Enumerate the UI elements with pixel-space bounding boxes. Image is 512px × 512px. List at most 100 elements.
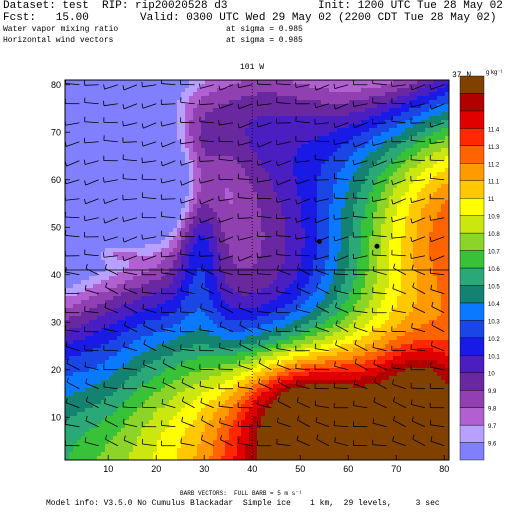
- field-cell: [101, 248, 106, 253]
- field-cell: [349, 200, 354, 205]
- field-cell: [221, 252, 226, 257]
- field-cell: [321, 272, 326, 277]
- field-cell: [177, 228, 182, 233]
- field-cell: [105, 148, 110, 153]
- field-cell: [317, 152, 322, 157]
- field-cell: [253, 120, 258, 125]
- field-cell: [253, 224, 258, 229]
- field-cell: [429, 88, 434, 93]
- field-cell: [281, 180, 286, 185]
- field-cell: [433, 200, 438, 205]
- field-cell: [369, 136, 374, 141]
- field-cell: [433, 96, 438, 101]
- field-cell: [133, 248, 138, 253]
- field-cell: [369, 104, 374, 109]
- field-cell: [241, 160, 246, 165]
- field-cell: [389, 240, 394, 245]
- field-cell: [289, 160, 294, 165]
- field-cell: [169, 88, 174, 93]
- field-cell: [137, 156, 142, 161]
- field-cell: [213, 244, 218, 249]
- field-cell: [349, 216, 354, 221]
- field-cell: [225, 112, 230, 117]
- field-cell: [141, 136, 146, 141]
- field-cell: [205, 176, 210, 181]
- field-cell: [117, 80, 122, 85]
- field-cell: [357, 280, 362, 285]
- field-cell: [273, 136, 278, 141]
- field-cell: [253, 116, 258, 121]
- field-cell: [141, 232, 146, 237]
- field-cell: [429, 280, 434, 285]
- field-cell: [85, 104, 90, 109]
- field-cell: [293, 164, 298, 169]
- field-cell: [65, 276, 70, 281]
- field-cell: [313, 244, 318, 249]
- field-cell: [89, 116, 94, 121]
- field-cell: [77, 96, 82, 101]
- field-cell: [293, 112, 298, 117]
- field-cell: [201, 188, 206, 193]
- field-cell: [249, 248, 254, 253]
- field-cell: [441, 132, 446, 137]
- field-cell: [145, 212, 150, 217]
- field-cell: [185, 200, 190, 205]
- field-cell: [341, 152, 346, 157]
- field-cell: [265, 284, 270, 289]
- field-cell: [93, 156, 98, 161]
- field-cell: [301, 128, 306, 133]
- field-cell: [197, 128, 202, 133]
- field-cell: [433, 184, 438, 189]
- field-cell: [273, 240, 278, 245]
- field-cell: [77, 128, 82, 133]
- field-cell: [249, 204, 254, 209]
- field-cell: [393, 148, 398, 153]
- field-cell: [97, 240, 102, 245]
- field-cell: [385, 84, 390, 89]
- field-cell: [209, 264, 214, 269]
- field-cell: [341, 192, 346, 197]
- field-cell: [205, 128, 210, 133]
- field-cell: [433, 144, 438, 149]
- field-cell: [277, 200, 282, 205]
- field-cell: [369, 96, 374, 101]
- field-cell: [185, 280, 190, 285]
- field-cell: [109, 108, 114, 113]
- field-cell: [253, 100, 258, 105]
- field-cell: [249, 136, 254, 141]
- field-cell: [277, 148, 282, 153]
- field-cell: [245, 148, 250, 153]
- field-cell: [157, 120, 162, 125]
- field-cell: [401, 116, 406, 121]
- field-cell: [437, 260, 442, 265]
- field-cell: [321, 244, 326, 249]
- field-cell: [113, 260, 118, 265]
- field-cell: [69, 252, 74, 257]
- field-cell: [425, 124, 430, 129]
- field-cell: [149, 280, 154, 285]
- field-cell: [105, 172, 110, 177]
- field-cell: [401, 232, 406, 237]
- field-cell: [401, 252, 406, 257]
- field-cell: [145, 204, 150, 209]
- field-cell: [157, 116, 162, 121]
- field-cell: [161, 232, 166, 237]
- field-cell: [257, 88, 262, 93]
- field-cell: [73, 180, 78, 185]
- field-cell: [365, 100, 370, 105]
- field-cell: [161, 208, 166, 213]
- field-cell: [345, 136, 350, 141]
- field-cell: [429, 124, 434, 129]
- field-cell: [125, 124, 130, 129]
- field-cell: [241, 120, 246, 125]
- field-cell: [257, 184, 262, 189]
- field-cell: [173, 84, 178, 89]
- field-cell: [289, 228, 294, 233]
- field-cell: [105, 144, 110, 149]
- field-cell: [65, 124, 70, 129]
- field-cell: [81, 260, 86, 265]
- field-cell: [113, 228, 118, 233]
- field-cell: [65, 172, 70, 177]
- field-cell: [129, 152, 134, 157]
- field-cell: [169, 196, 174, 201]
